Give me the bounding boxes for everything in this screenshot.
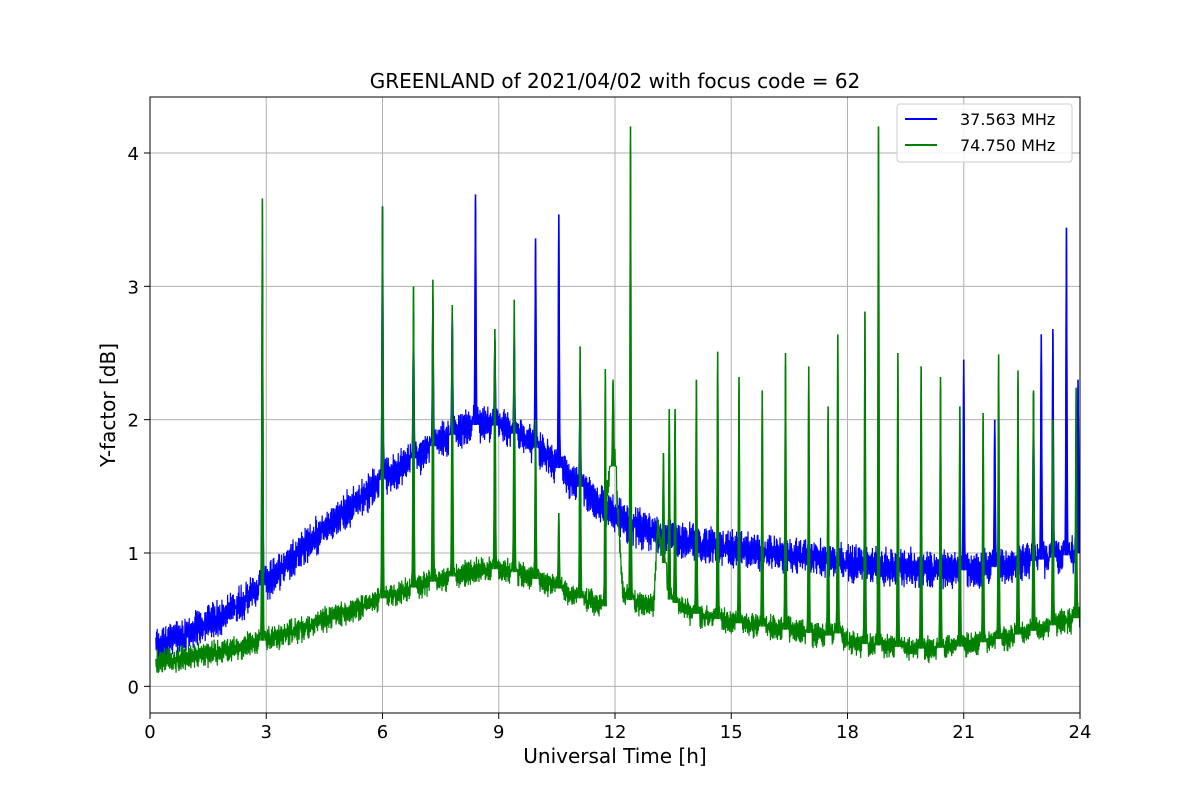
- series-1-spike: [512, 299, 516, 573]
- x-tick-label: 18: [836, 722, 859, 743]
- series-1-spike: [807, 366, 811, 634]
- series-1-spike: [919, 366, 923, 649]
- series-1-spike: [611, 379, 615, 467]
- series-1-spike: [578, 346, 582, 599]
- series-0-spike: [533, 238, 538, 448]
- series-1-spike: [863, 311, 867, 645]
- x-tick-label: 3: [261, 722, 272, 743]
- x-axis-ticks: 0 3 6 9 12 15 18 21 24: [144, 713, 1091, 743]
- x-tick-label: 15: [720, 722, 743, 743]
- series-line-1: [155, 127, 1080, 674]
- series-1-spike: [603, 368, 607, 607]
- series-1-spike: [826, 406, 830, 636]
- series-1-spike: [694, 379, 698, 614]
- y-axis-ticks: 0 1 2 3 4: [128, 144, 150, 698]
- series-1-spike: [260, 198, 264, 641]
- series-1-spike: [783, 352, 788, 630]
- series-1-spike: [431, 279, 435, 582]
- series-1-spike: [1051, 419, 1055, 626]
- series-0-spike: [1039, 334, 1043, 560]
- legend-box: [896, 103, 1073, 163]
- series-1-spike: [896, 352, 900, 648]
- x-tick-label: 9: [493, 722, 504, 743]
- y-tick-label: 1: [128, 544, 139, 565]
- y-tick-label: 0: [128, 677, 139, 698]
- series-1-spike: [380, 206, 385, 599]
- series-1-spike: [836, 334, 840, 634]
- series-1-spike: [958, 406, 962, 647]
- x-tick-label: 6: [377, 722, 388, 743]
- x-tick-label: 21: [952, 722, 975, 743]
- series-1-spike: [667, 408, 671, 600]
- series-0-spike: [557, 214, 561, 469]
- y-tick-label: 2: [128, 411, 139, 432]
- series-1-spike: [411, 286, 416, 588]
- series-1-spike: [981, 412, 985, 643]
- series-0-spike: [962, 359, 966, 571]
- y-tick-label: 3: [128, 277, 139, 298]
- legend-label-37-563: 37.563 MHz: [960, 110, 1055, 129]
- series-1-spike: [628, 126, 633, 601]
- series-1-spike: [716, 351, 720, 620]
- series-1-spike: [557, 512, 561, 589]
- x-axis-label: Universal Time [h]: [523, 744, 706, 768]
- y-axis-label: Y-factor [dB]: [96, 343, 120, 468]
- series-0-spike: [1076, 379, 1080, 554]
- plot-series: [155, 126, 1080, 674]
- series-1-spike: [737, 376, 741, 624]
- series-1-spike: [997, 354, 1001, 640]
- series-1-spike: [1016, 370, 1020, 635]
- series-1-spike: [1074, 387, 1078, 619]
- chart-title: GREENLAND of 2021/04/02 with focus code …: [370, 69, 861, 93]
- series-1-spike: [673, 408, 677, 604]
- x-tick-label: 0: [144, 722, 155, 743]
- y-tick-label: 4: [128, 144, 139, 165]
- series-1-spike: [876, 126, 881, 646]
- series-0-spike: [473, 194, 478, 426]
- legend-label-74-750: 74.750 MHz: [960, 136, 1055, 155]
- series-1-spike: [938, 376, 943, 648]
- x-tick-label: 12: [604, 722, 627, 743]
- legend: 37.563 MHz 74.750 MHz: [896, 103, 1073, 163]
- series-1-spike: [1031, 390, 1036, 631]
- series-1-spike: [661, 452, 666, 564]
- series-1-spike: [450, 304, 454, 577]
- series-1-spike: [760, 390, 764, 627]
- x-tick-label: 24: [1069, 722, 1092, 743]
- series-0-spike: [1064, 227, 1069, 556]
- series-1-spike: [533, 419, 538, 580]
- series-1-spike: [493, 328, 497, 570]
- series-0-spike: [993, 419, 997, 568]
